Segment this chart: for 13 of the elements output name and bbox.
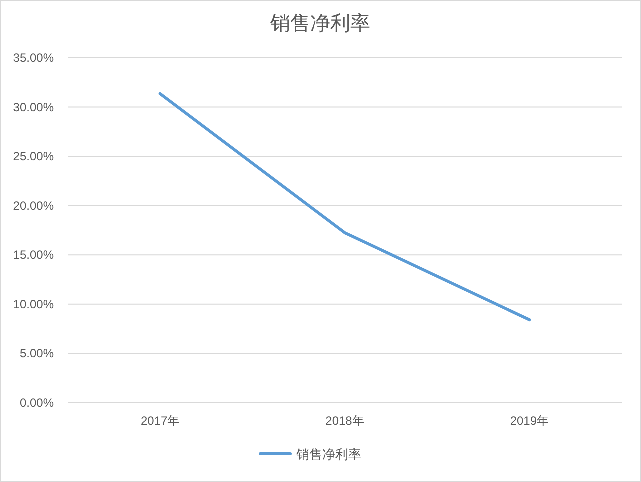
y-tick-label: 5.00% bbox=[20, 346, 54, 361]
y-tick-label: 35.00% bbox=[13, 51, 54, 65]
y-tick-label: 20.00% bbox=[13, 198, 54, 213]
x-tick-label: 2017年 bbox=[140, 414, 180, 428]
y-tick-label: 30.00% bbox=[13, 100, 54, 114]
x-tick-label: 2019年 bbox=[510, 414, 550, 428]
x-tick-label: 2018年 bbox=[326, 414, 364, 428]
chart-title: 销售净利率 bbox=[270, 13, 370, 35]
y-tick-label: 25.00% bbox=[13, 150, 54, 164]
y-tick-label: 0.00% bbox=[20, 396, 54, 410]
y-tick-label: 15.00% bbox=[13, 248, 54, 262]
legend-label: 销售净利率 bbox=[296, 447, 362, 462]
y-tick-label: 10.00% bbox=[13, 297, 54, 312]
